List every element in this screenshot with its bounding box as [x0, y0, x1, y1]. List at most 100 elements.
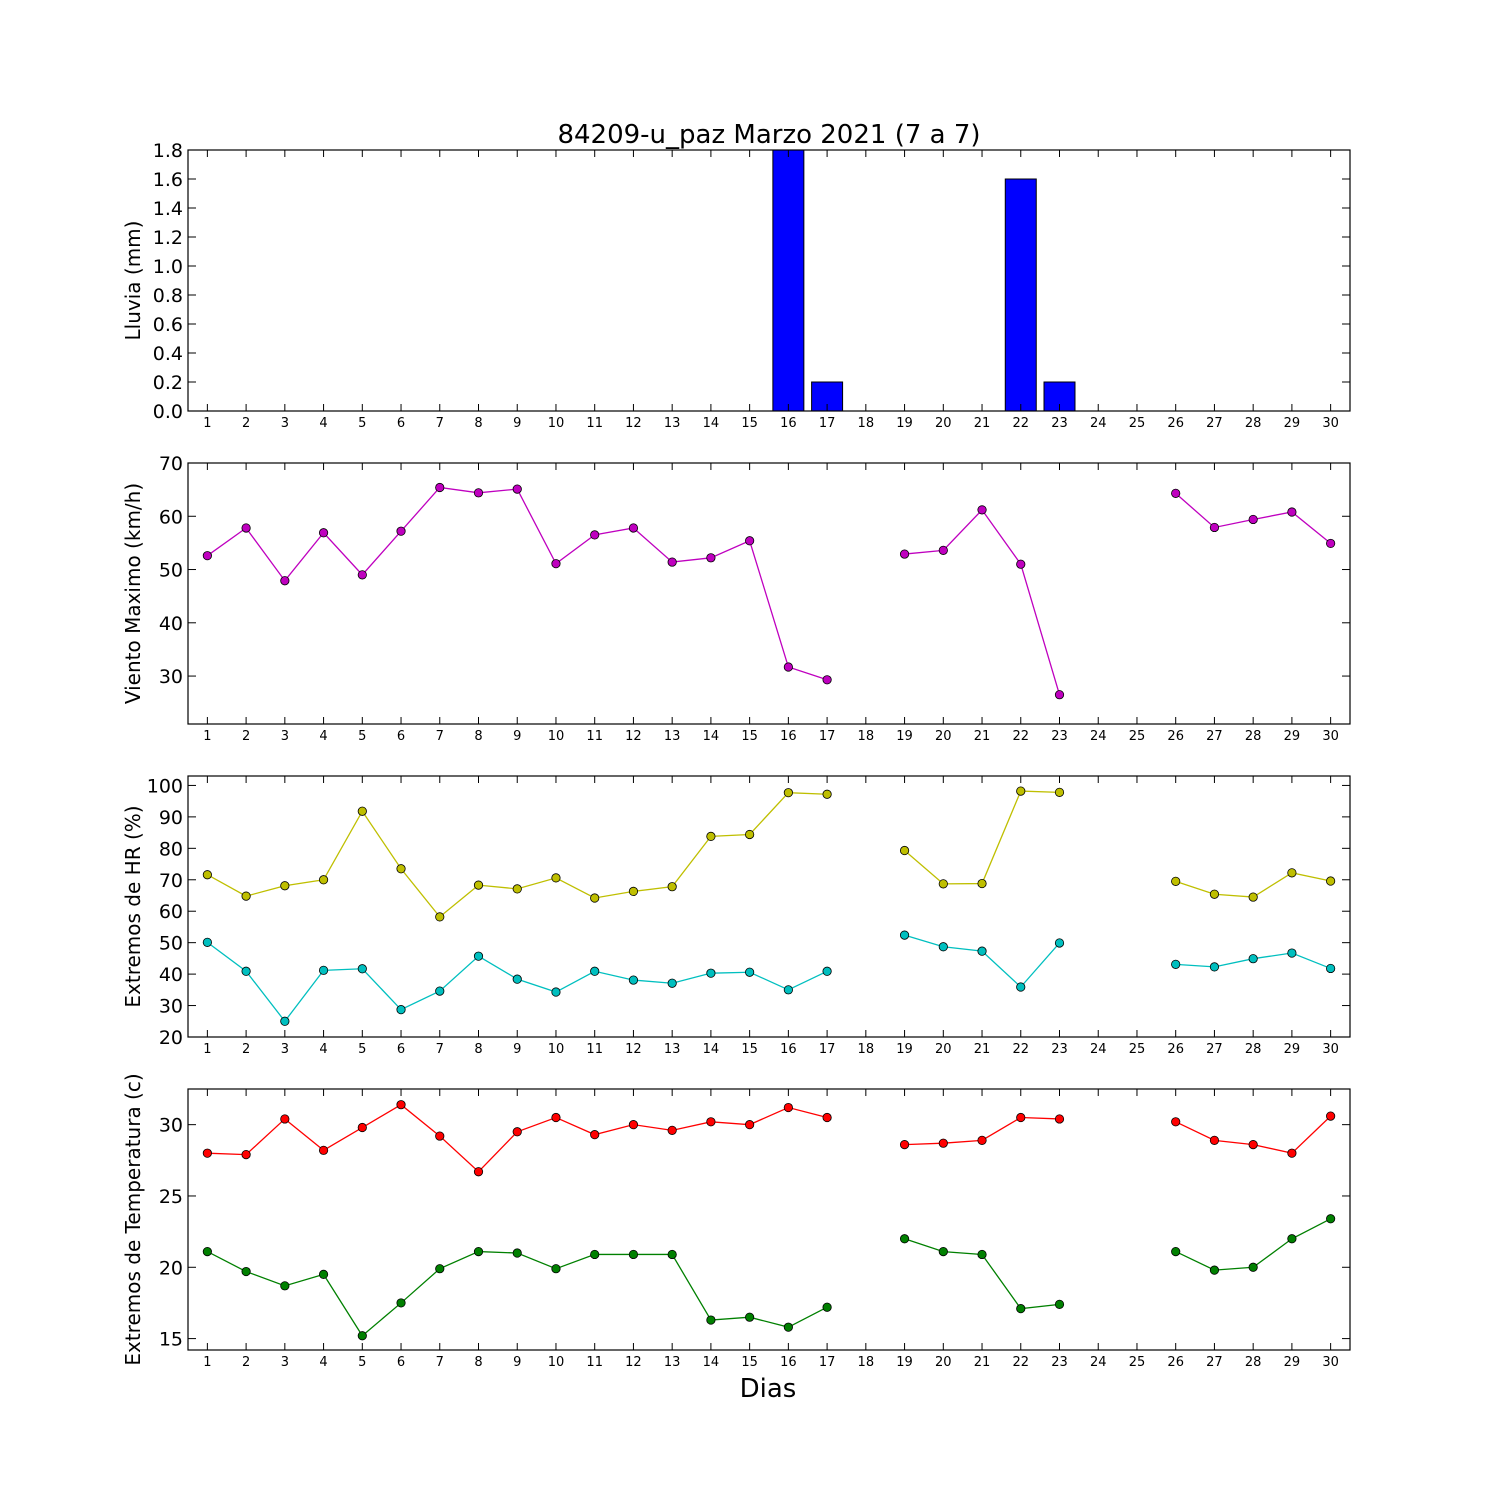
series-1-point-day-23 — [1054, 938, 1065, 948]
x-tick-label: 6 — [397, 1355, 405, 1370]
y-tick-label: 1.4 — [153, 198, 183, 220]
x-tick-label: 26 — [1167, 1355, 1184, 1370]
x-tick-label: 3 — [281, 729, 289, 744]
x-tick-label: 10 — [548, 1355, 565, 1370]
x-tick-label: 1 — [203, 1042, 211, 1057]
series-0-point-day-21 — [977, 1135, 987, 1145]
y-tick-label: 30 — [159, 666, 183, 688]
x-tick-label: 12 — [625, 1042, 642, 1057]
series-0-point-day-13 — [667, 882, 677, 892]
x-tick-label: 11 — [586, 416, 603, 431]
series-0-point-day-8 — [473, 1167, 484, 1177]
series-1-point-day-30 — [1326, 963, 1336, 974]
series-0-point-day-21 — [977, 505, 987, 515]
x-tick-label: 23 — [1051, 729, 1068, 744]
series-0-point-day-22 — [1016, 1112, 1026, 1123]
y-tick-label: 1.6 — [153, 169, 183, 191]
series-1-point-day-30 — [1326, 1214, 1336, 1224]
x-tick-label: 26 — [1167, 416, 1184, 431]
series-1-point-day-28 — [1248, 954, 1258, 964]
series-0-point-day-12 — [628, 523, 639, 533]
series-1-point-day-22 — [1016, 1304, 1026, 1314]
series-0-point-day-8 — [473, 488, 484, 498]
series-1-point-day-10 — [551, 987, 561, 997]
x-tick-label: 20 — [935, 416, 952, 431]
series-1-point-day-13 — [667, 1249, 677, 1260]
series-1-point-day-11 — [590, 966, 600, 976]
x-tick-label: 7 — [436, 729, 444, 744]
x-tick-label: 30 — [1322, 1355, 1339, 1370]
series-1-point-day-7 — [435, 1264, 445, 1274]
y-tick-label: 0.8 — [153, 285, 183, 307]
x-tick-label: 21 — [974, 416, 991, 431]
x-tick-label: 11 — [586, 729, 603, 744]
x-tick-label: 27 — [1206, 416, 1223, 431]
series-1-point-day-2 — [241, 966, 251, 976]
y-tick-label: 40 — [159, 964, 183, 986]
x-tick-label: 1 — [203, 1355, 211, 1370]
series-1-point-day-6 — [396, 1298, 406, 1308]
series-1-point-day-13 — [667, 978, 677, 988]
plot-frame — [187, 775, 1351, 1038]
series-1-point-day-29 — [1287, 948, 1297, 958]
y-tick-label: 90 — [159, 807, 183, 829]
x-tick-label: 16 — [780, 416, 797, 431]
series-1-point-day-28 — [1248, 1262, 1258, 1272]
series-1-point-day-9 — [512, 1248, 522, 1258]
x-tick-label: 17 — [819, 729, 836, 744]
x-tick-label: 14 — [703, 729, 720, 744]
x-tick-label: 8 — [474, 1042, 482, 1057]
series-0-point-day-19 — [899, 845, 910, 856]
y-tick-label: 1.8 — [153, 140, 183, 162]
x-tick-label: 13 — [664, 729, 681, 744]
series-0-point-day-17 — [822, 789, 832, 799]
series-0-point-day-26 — [1171, 876, 1181, 886]
x-tick-label: 29 — [1284, 1355, 1301, 1370]
x-tick-label: 15 — [741, 729, 758, 744]
x-tick-label: 23 — [1051, 1355, 1068, 1370]
x-tick-label: 9 — [513, 729, 521, 744]
series-1-point-day-23 — [1054, 1299, 1065, 1309]
series-0-point-day-19 — [899, 549, 910, 559]
series-0-point-day-8 — [473, 880, 484, 890]
x-tick-label: 9 — [513, 1355, 521, 1370]
x-tick-label: 20 — [935, 1042, 952, 1057]
y-tick-label: 60 — [159, 901, 183, 923]
series-1-point-day-10 — [551, 1264, 561, 1274]
series-1-point-day-2 — [241, 1266, 251, 1277]
x-tick-label: 3 — [281, 1355, 289, 1370]
series-0-point-day-28 — [1248, 892, 1258, 902]
series-0-point-day-17 — [822, 1112, 832, 1123]
series-0-point-day-22 — [1016, 786, 1026, 796]
y-tick-label: 1.0 — [153, 256, 183, 278]
series-1-point-day-9 — [512, 974, 522, 984]
x-tick-label: 2 — [242, 1355, 250, 1370]
x-tick-label: 17 — [819, 1042, 836, 1057]
x-tick-label: 20 — [935, 729, 952, 744]
series-0-point-day-5 — [357, 570, 367, 580]
x-tick-label: 28 — [1245, 1355, 1262, 1370]
y-tick-label: 0.6 — [153, 314, 183, 336]
x-tick-label: 6 — [397, 1042, 405, 1057]
series-1-point-day-27 — [1209, 1265, 1220, 1275]
series-0-line-segment-1 — [904, 790, 1060, 885]
x-tick-label: 8 — [474, 729, 482, 744]
y-axis-label: Extremos de Temperatura (c) — [121, 1073, 145, 1365]
series-0-point-day-7 — [435, 482, 445, 493]
y-tick-label: 50 — [159, 933, 183, 955]
x-tick-label: 13 — [664, 1355, 681, 1370]
x-tick-label: 15 — [741, 416, 758, 431]
x-tick-label: 3 — [281, 1042, 289, 1057]
series-0-point-day-7 — [435, 1131, 445, 1141]
series-0-point-day-10 — [551, 559, 561, 569]
series-0-point-day-14 — [706, 1117, 716, 1127]
x-tick-label: 8 — [474, 416, 482, 431]
series-0-point-day-4 — [318, 528, 329, 538]
x-tick-label: 13 — [664, 1042, 681, 1057]
y-axis-label: Extremos de HR (%) — [121, 805, 145, 1007]
x-tick-label: 24 — [1090, 729, 1107, 744]
series-1-point-day-21 — [977, 1249, 987, 1260]
series-1-point-day-7 — [435, 986, 445, 996]
x-axis-label: Dias — [740, 1374, 797, 1404]
series-1-point-day-27 — [1209, 962, 1220, 972]
